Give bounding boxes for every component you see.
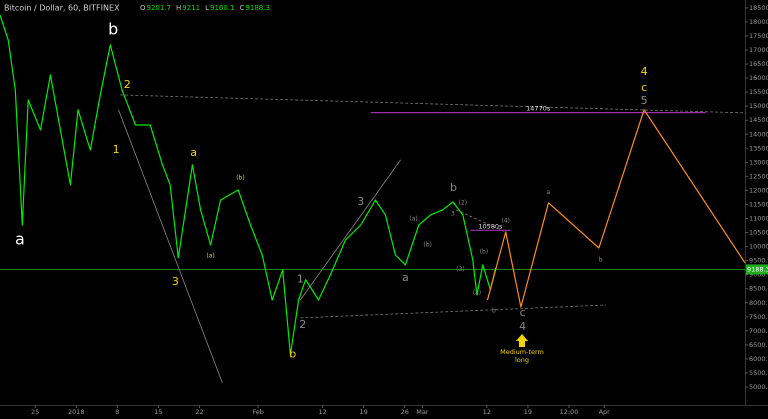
y-tick-label: 13500.0 [749,144,768,152]
wave-label: (b) [236,174,245,181]
y-tick-label: 11000.0 [749,215,768,223]
chart-title: Bitcoin / Dollar, 60, BITFINEX [4,4,120,13]
wave-label: a [190,146,197,159]
x-tick-label: 12 [318,408,326,416]
wave-label: 3 [451,211,455,218]
arrow-icon [516,334,528,347]
y-tick-label: 17000.0 [749,46,768,54]
trend-line [300,304,606,319]
wave-label: 3 [357,195,364,208]
x-tick-label: 19 [524,408,532,416]
price-tag [746,264,768,275]
wave-label: a [402,271,409,284]
y-tick-label: 15500.0 [749,88,768,96]
wave-label: b [108,19,118,38]
y-tick-label: 7500.0 [749,313,768,321]
wave-label: a [547,189,551,196]
wave-label: 5 [641,94,648,107]
wave-label: b [492,307,496,314]
y-tick-label: 14500.0 [749,116,768,124]
y-tick-label: 8500.0 [749,285,768,293]
callout-text: Medium-term [500,348,544,356]
wave-label: (2) [459,199,468,206]
wave-label: 4 [519,320,526,333]
series-line [0,14,497,356]
price-tag-label: 9188.3 [747,265,768,273]
wave-label: (b) [480,248,489,255]
y-tick-label: 16500.0 [749,60,768,68]
x-tick-label: 26 [401,408,409,416]
y-tick-label: 5500.0 [749,369,768,377]
x-tick-label: 22 [195,408,203,416]
x-tick-label: 12:00 [560,408,579,416]
wave-label: 3 [172,275,179,288]
x-tick-label: 2018 [68,408,85,416]
wave-label: (3) [456,266,465,273]
x-tick-label: Mar [416,408,429,416]
level-label: 14770s [526,105,551,113]
y-tick-label: 5000.0 [749,383,768,391]
ohlc-value: 9201.7 [147,4,172,12]
y-tick-label: 17500.0 [749,32,768,40]
wave-label: a [15,229,25,248]
y-tick-label: 12500.0 [749,172,768,180]
ohlc-value: 9160.1 [210,4,235,12]
y-tick-label: 7000.0 [749,327,768,335]
x-tick-label: Apr [599,408,611,416]
wave-label: (a) [206,252,214,259]
series-line [486,109,746,308]
y-tick-label: 11500.0 [749,200,768,208]
y-tick-label: 9000.0 [749,271,768,279]
ohlc-label: L [205,4,209,12]
wave-label: (4) [501,218,510,225]
y-tick-label: 16000.0 [749,74,768,82]
y-tick-label: 13000.0 [749,158,768,166]
trend-line [455,209,506,233]
wave-label: 2 [124,78,131,91]
trend-line [300,159,401,301]
wave-label: b [289,348,296,361]
ohlc-label: H [176,4,181,12]
ohlc-readout: O 9201.7 H 9211 L 9160.1 C 9188.3 [140,4,270,12]
wave-label: 1 [297,273,304,286]
x-tick-label: Feb [252,408,264,416]
trend-line [118,109,223,383]
y-tick-label: 10500.0 [749,229,768,237]
wave-label: 2 [299,318,306,331]
y-tick-label: 10000.0 [749,243,768,251]
y-tick-label: 9500.0 [749,257,768,265]
y-tick-label: 18500.0 [749,4,768,12]
level-label: 10580s [478,222,503,230]
y-tick-label: 8000.0 [749,299,768,307]
x-tick-label: 8 [115,408,119,416]
wave-label: (a) [409,216,417,223]
y-tick-label: 14000.0 [749,130,768,138]
wave-label: b [450,181,457,194]
y-tick-label: 6000.0 [749,355,768,363]
wave-label: 4 [641,65,648,78]
x-tick-label: 12 [483,408,491,416]
ohlc-label: O [140,4,146,12]
wave-label: (b) [423,241,432,248]
y-tick-label: 15000.0 [749,102,768,110]
x-tick-label: 15 [154,408,162,416]
ohlc-value: 9188.3 [245,4,270,12]
wave-label: (a) [473,289,481,296]
y-tick-label: 12000.0 [749,186,768,194]
trend-line [120,94,747,114]
x-tick-label: 19 [360,408,368,416]
wave-label: c [520,306,526,319]
x-tick-label: 25 [31,408,39,416]
wave-label: b [599,256,603,263]
ohlc-value: 9211 [182,4,200,12]
y-tick-label: 6500.0 [749,341,768,349]
callout-text: long [515,356,529,364]
wave-label: 1 [113,143,120,156]
ohlc-label: C [240,4,245,12]
y-tick-label: 18000.0 [749,18,768,26]
wave-label: c [641,81,647,94]
